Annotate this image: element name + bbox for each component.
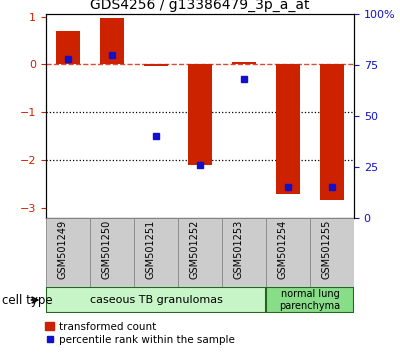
Bar bbox=[188, 64, 212, 165]
Bar bbox=[56, 31, 80, 64]
Bar bbox=[310, 218, 354, 287]
Bar bbox=[90, 218, 134, 287]
Text: GSM501254: GSM501254 bbox=[278, 220, 288, 279]
Text: GSM501255: GSM501255 bbox=[322, 220, 332, 279]
Title: GDS4256 / g13386479_3p_a_at: GDS4256 / g13386479_3p_a_at bbox=[90, 0, 310, 12]
Bar bbox=[134, 218, 178, 287]
Bar bbox=[144, 64, 168, 66]
Bar bbox=[178, 218, 222, 287]
Bar bbox=[266, 218, 310, 287]
Bar bbox=[320, 64, 344, 200]
Bar bbox=[276, 64, 300, 194]
Text: caseous TB granulomas: caseous TB granulomas bbox=[90, 295, 222, 305]
Text: GSM501251: GSM501251 bbox=[146, 220, 156, 279]
Bar bbox=[46, 287, 266, 313]
Text: GSM501252: GSM501252 bbox=[190, 220, 200, 279]
Bar bbox=[100, 17, 124, 64]
Text: GSM501253: GSM501253 bbox=[234, 220, 244, 279]
Text: normal lung
parenchyma: normal lung parenchyma bbox=[280, 289, 340, 311]
Bar bbox=[222, 218, 266, 287]
Text: GSM501250: GSM501250 bbox=[102, 220, 112, 279]
Bar bbox=[266, 287, 354, 313]
Bar bbox=[232, 62, 256, 64]
Text: cell type: cell type bbox=[2, 293, 53, 307]
Text: GSM501249: GSM501249 bbox=[58, 220, 68, 279]
Bar bbox=[46, 218, 90, 287]
Legend: transformed count, percentile rank within the sample: transformed count, percentile rank withi… bbox=[41, 318, 239, 349]
